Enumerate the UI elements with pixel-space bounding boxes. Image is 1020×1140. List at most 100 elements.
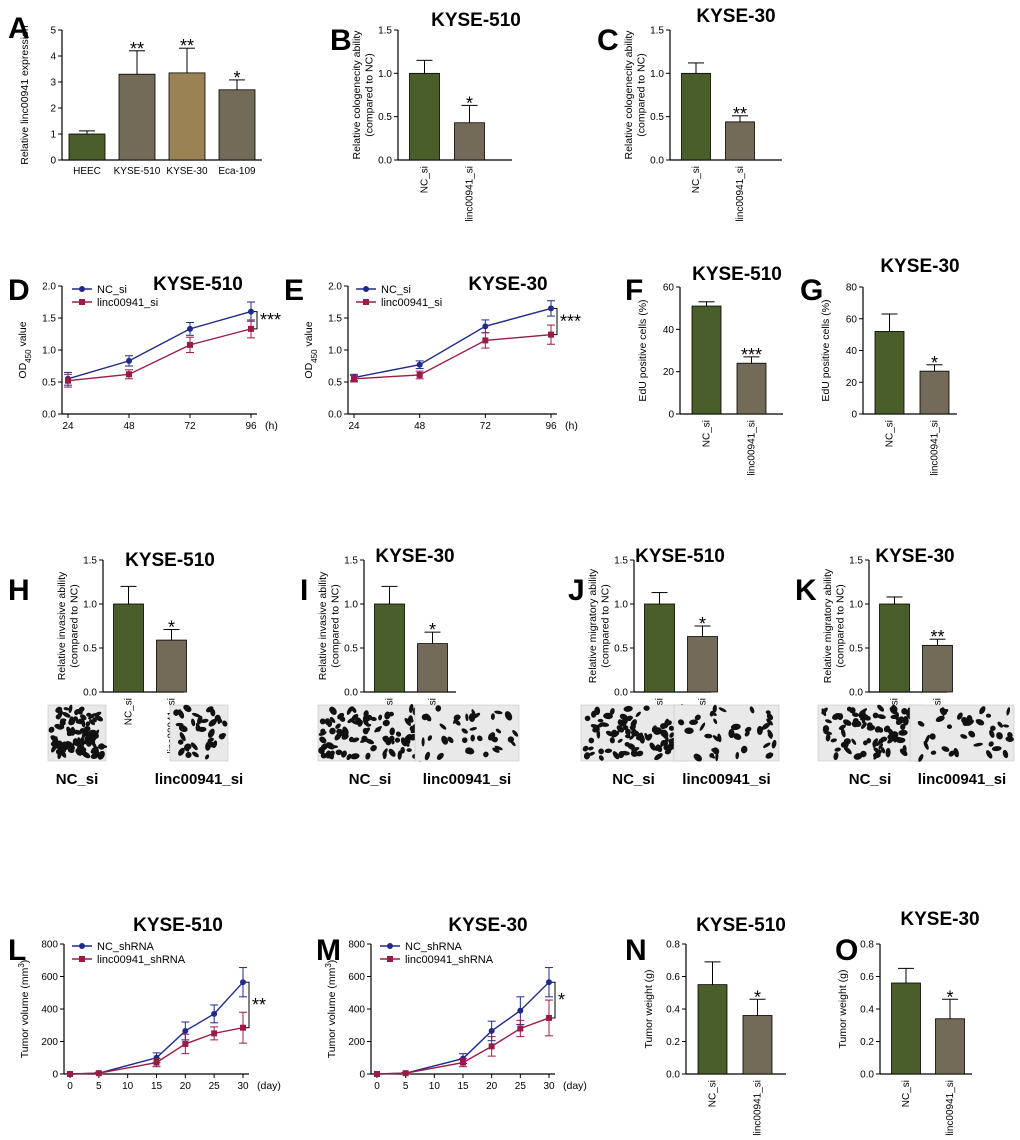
panel-k-cell [985, 750, 993, 759]
panel-l-y-label-rest: ) [19, 960, 31, 964]
panel-k-cell [833, 752, 839, 761]
panel-h-y-tick-label: 0.0 [83, 688, 97, 699]
panel-h-bar [156, 639, 187, 693]
panel-m-y-label-sup: 3 [324, 963, 333, 968]
panel-l-significance: ** [252, 995, 266, 1015]
panel-g-category-label: NC_si [885, 420, 896, 447]
panel-h-cell [61, 741, 70, 748]
panel-c-y-label-line1: Relative cologenecity ability [623, 30, 635, 160]
panel-k-cell [876, 738, 884, 747]
panel-l-y-tick-label: 0 [52, 1070, 58, 1081]
panel-i-cell [492, 747, 500, 753]
panel-a-bar [68, 133, 106, 161]
panel-i-cell [494, 745, 503, 751]
panel-h-cell [48, 726, 55, 733]
panel-j-y-tick-label: 0.5 [614, 644, 628, 655]
panel-e-point [482, 337, 489, 344]
panel-h-micrograph [169, 704, 229, 762]
panel-k-cell [859, 716, 867, 721]
panel-i-cell [335, 723, 341, 729]
panel-d: D KYSE-510 0.0 0.5 1.0 1.5 2.0 24 48 72 96 (h) OD450… [8, 274, 281, 432]
panel-m-point [517, 1007, 524, 1014]
panel-j-cell [636, 750, 644, 757]
panel-h-cell [73, 729, 82, 735]
panel-d-x-tick-label: 72 [184, 421, 196, 432]
panel-d-y-tick-label: 0.5 [42, 378, 56, 389]
panel-j-micrograph [580, 703, 687, 762]
panel-d-point [248, 308, 254, 315]
panel-k-y-tick-label: 1.5 [849, 556, 863, 567]
panel-i-cell [382, 751, 387, 760]
panel-i-cell [319, 736, 327, 744]
panel-j-cell [766, 718, 773, 726]
panel-i-cell [335, 749, 343, 756]
panel-m-series-line [376, 1017, 550, 1075]
panel-l-y-label-main: Tumor volume (mm [19, 967, 31, 1058]
panel-k-cell [961, 716, 968, 724]
panel-k-cell [991, 746, 1002, 752]
panel-h-cell [85, 721, 91, 727]
panel-k-cell [901, 717, 906, 724]
panel-e-point [351, 375, 357, 382]
panel-h-cell [173, 709, 180, 716]
panel-i-cell [382, 719, 390, 727]
panel-e-x-tick-label: 24 [348, 421, 360, 432]
panel-o-y-tick-label: 0.2 [860, 1037, 874, 1048]
panel-c-title: KYSE-30 [696, 6, 775, 27]
panel-k-cell [975, 719, 984, 726]
panel-k-micrograph [817, 704, 923, 762]
panel-h-cell [178, 725, 188, 733]
panel-i-cell [441, 735, 449, 745]
panel-m-point [374, 1071, 380, 1077]
panel-k-cell [918, 754, 924, 762]
panel-i-cell [427, 735, 433, 741]
panel-h-y-tick-label: 1.5 [83, 556, 97, 567]
panel-l-x-tick-label: 25 [209, 1081, 221, 1092]
panel-i-cell [346, 753, 352, 761]
panel-h-cell [191, 718, 196, 727]
panel-e-y-label-rest: value [303, 321, 315, 349]
panel-i-cell [318, 731, 327, 736]
panel-f-bar [691, 305, 722, 415]
panel-f-y-tick-label: 60 [663, 283, 675, 294]
panel-k-cell [887, 733, 894, 740]
panel-d-y-label-sub: 450 [24, 349, 33, 363]
panel-o-bar [891, 982, 921, 1075]
panel-d-point [187, 341, 193, 348]
panel-i-title: KYSE-30 [375, 546, 454, 567]
panel-h-cell [63, 707, 70, 711]
panel-c-y-tick-label: 0.5 [650, 112, 664, 123]
panel-j-bar [687, 636, 718, 693]
panel-j-cell [767, 729, 774, 738]
panel-k-cell [834, 747, 841, 752]
panel-i-cell [461, 737, 468, 743]
panel-e-legend-label: linc00941_si [381, 297, 442, 309]
panel-f-letter: F [625, 274, 643, 307]
panel-d-legend-label: NC_si [97, 284, 127, 296]
panel-e-y-tick-label: 2.0 [328, 282, 342, 293]
panel-h-cell [56, 747, 65, 753]
panel-a-y-label: Relative linc00941 expression [19, 25, 31, 165]
panel-d-series-line [67, 328, 252, 382]
panel-c-bar [725, 121, 755, 161]
panel-k-y-label-line1: Relative migratory ability [822, 568, 834, 683]
panel-k-cell [979, 706, 986, 715]
panel-h-cell [67, 748, 75, 753]
panel-i-cell [495, 728, 502, 734]
panel-j-cell [611, 730, 620, 738]
panel-m-significance-bracket [552, 981, 556, 1019]
panel-l-legend-label: linc00941_shRNA [97, 954, 186, 966]
panel-d-significance: *** [260, 310, 281, 330]
panel-k-cell [825, 733, 831, 742]
panel-h-cell [210, 708, 216, 717]
panel-i-cell [350, 753, 360, 760]
panel-m-x-tick-label: 25 [515, 1081, 527, 1092]
panel-j-cell [609, 737, 615, 744]
panel-d-legend-label: linc00941_si [97, 297, 158, 309]
panel-j-cell [665, 744, 673, 752]
panel-j-cell [591, 710, 597, 718]
panel-i-cell [351, 713, 359, 721]
